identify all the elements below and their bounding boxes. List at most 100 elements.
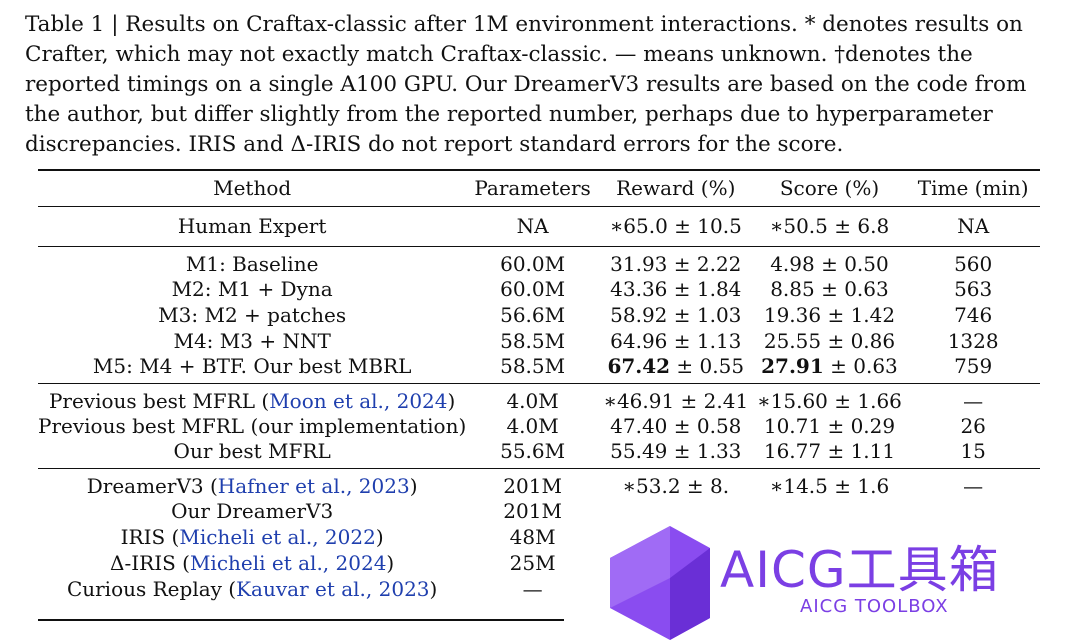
citation-link[interactable]: Micheli et al., 2022 (179, 524, 376, 549)
cell-method: M2: M1 + Dyna (171, 276, 333, 301)
cell-time: — (963, 388, 984, 413)
header-method: Method (213, 176, 292, 201)
cell-reward: 64.96 ± 1.13 (610, 328, 742, 353)
cell-params: 48M (509, 524, 556, 549)
cell-score: ∗14.5 ± 1.6 (769, 473, 890, 498)
table-row: Human Expert NA ∗65.0 ± 10.5 ∗50.5 ± 6.8… (38, 206, 1040, 246)
method-text: ) (429, 576, 438, 601)
citation-link[interactable]: Hafner et al., 2023 (217, 473, 410, 498)
cell-score: ∗50.5 ± 6.8 (769, 214, 890, 238)
header-row: Method Parameters Reward (%) Score (%) T… (38, 170, 1040, 206)
cell-params: 60.0M (500, 251, 566, 276)
cell-time: — (963, 473, 984, 498)
method-text: IRIS ( (120, 524, 180, 549)
cell-params: 4.0M (506, 413, 559, 438)
cell-score: 10.71 ± 0.29 (763, 413, 896, 438)
cell-method: Previous best MFRL (our implementation) (38, 413, 467, 438)
cell-reward: ∗53.2 ± 8. (622, 473, 730, 498)
cell-reward: 58.92 ± 1.03 (610, 302, 742, 327)
cell-params: NA (516, 214, 549, 238)
method-text: Δ-IRIS ( (110, 550, 190, 575)
cell-params: 58.5M (500, 353, 566, 378)
header-score: Score (%) (779, 176, 880, 201)
cell-method: M1: Baseline (185, 251, 319, 276)
cell-score: ∗15.60 ± 1.66 (757, 388, 902, 413)
cell-time: 563 (954, 276, 993, 301)
cell-params: — (522, 576, 543, 601)
cell-method: DreamerV3 (Hafner et al., 2023) (38, 468, 466, 498)
table-row: M1: Baseline 60.0M 31.93 ± 2.22 4.98 ± 0… (38, 246, 1040, 276)
cell-time: NA (957, 214, 990, 238)
table-caption: Table 1 | Results on Craftax-classic aft… (25, 12, 1027, 157)
cell-method: Previous best MFRL (Moon et al., 2024) (38, 383, 466, 413)
best-score-value: 27.91 (761, 353, 824, 378)
cell-params: 25M (509, 550, 556, 575)
method-text: ) (375, 524, 384, 549)
table-row: Previous best MFRL (Moon et al., 2024) 4… (38, 383, 1040, 413)
table-row: M4: M3 + NNT 58.5M 64.96 ± 1.13 25.55 ± … (38, 328, 1040, 354)
header-reward: Reward (%) (616, 176, 736, 201)
table-row: Δ-IRIS (Micheli et al., 2024) 25M (38, 550, 1040, 576)
cell-time: 759 (954, 353, 993, 378)
cell-time: 1328 (947, 328, 999, 353)
cell-reward: 55.49 ± 1.33 (610, 438, 742, 463)
method-text: ) (409, 473, 418, 498)
cell-method: Curious Replay (Kauvar et al., 2023) (38, 576, 466, 602)
cell-method: M3: M2 + patches (158, 302, 347, 327)
reward-error: ± 0.55 (670, 353, 745, 378)
cell-method: Our DreamerV3 (171, 498, 334, 523)
cell-reward: ∗46.91 ± 2.41 (603, 388, 749, 413)
watermark-title: AICG工具箱 (720, 541, 1000, 599)
watermark-logo-icon (610, 526, 710, 640)
cell-score: 8.85 ± 0.63 (770, 276, 889, 301)
cell-params: 58.5M (500, 328, 566, 353)
cell-score: 16.77 ± 1.11 (763, 438, 896, 463)
method-text: Curious Replay ( (66, 576, 237, 601)
cell-params: 55.6M (500, 438, 566, 463)
best-reward-value: 67.42 (607, 353, 671, 378)
cell-score: 27.91 ± 0.63 (753, 354, 907, 384)
cell-method: Human Expert (177, 214, 327, 238)
cell-reward: 67.42 ± 0.55 (599, 354, 753, 384)
table-row: Our best MFRL 55.6M 55.49 ± 1.33 16.77 ±… (38, 438, 1040, 468)
method-text: ) (447, 388, 456, 413)
citation-link[interactable]: Moon et al., 2024 (269, 388, 448, 413)
table-row: Our DreamerV3 201M (38, 498, 1040, 524)
cell-reward: ∗65.0 ± 10.5 (609, 214, 742, 238)
cell-method: Δ-IRIS (Micheli et al., 2024) (38, 550, 466, 576)
cell-time: 560 (954, 251, 993, 276)
cell-params: 60.0M (500, 276, 566, 301)
method-text: DreamerV3 ( (86, 473, 218, 498)
table-row: M3: M2 + patches 56.6M 58.92 ± 1.03 19.3… (38, 302, 1040, 328)
score-error: ± 0.63 (823, 353, 898, 378)
cell-method: M4: M3 + NNT (173, 328, 331, 353)
cell-time: 15 (960, 438, 986, 463)
method-text: ) (386, 550, 395, 575)
table-row: IRIS (Micheli et al., 2022) 48M (38, 524, 1040, 550)
method-text: Previous best MFRL ( (48, 388, 270, 413)
results-table: Method Parameters Reward (%) Score (%) T… (38, 169, 1040, 602)
cell-params: 56.6M (500, 302, 566, 327)
cell-reward: 31.93 ± 2.22 (610, 251, 742, 276)
cell-params: 201M (503, 498, 562, 523)
header-parameters: Parameters (474, 176, 591, 201)
cell-score: 25.55 ± 0.86 (763, 328, 896, 353)
citation-link[interactable]: Micheli et al., 2024 (189, 550, 387, 575)
cell-params: 4.0M (506, 388, 559, 413)
cell-reward: 43.36 ± 1.84 (610, 276, 742, 301)
cell-method: M5: M4 + BTF. Our best MBRL (92, 353, 412, 378)
cell-time: 26 (960, 413, 986, 438)
cell-reward: 47.40 ± 0.58 (610, 413, 742, 438)
table-row: M5: M4 + BTF. Our best MBRL 58.5M 67.42 … (38, 353, 1040, 384)
cell-method: IRIS (Micheli et al., 2022) (38, 524, 466, 550)
table-row: Curious Replay (Kauvar et al., 2023) — (38, 576, 1040, 602)
cell-params: 201M (503, 473, 562, 498)
cell-score: 19.36 ± 1.42 (763, 302, 896, 327)
citation-link[interactable]: Kauvar et al., 2023 (236, 576, 430, 601)
cell-method: Our best MFRL (173, 438, 331, 463)
watermark-subtitle: AICG TOOLBOX (800, 596, 949, 617)
cell-score: 4.98 ± 0.50 (770, 251, 889, 276)
header-time: Time (min) (917, 176, 1029, 201)
table-row: Previous best MFRL (our implementation) … (38, 413, 1040, 439)
cell-time: 746 (954, 302, 993, 327)
